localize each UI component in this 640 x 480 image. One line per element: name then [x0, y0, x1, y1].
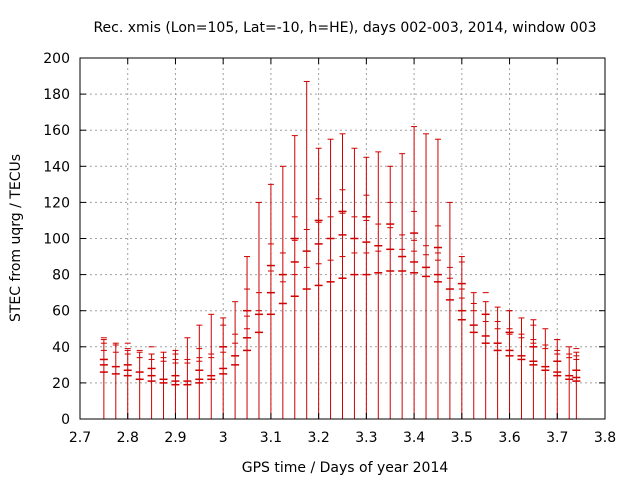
x-tick-label: 2.8 [117, 430, 139, 446]
x-axis-ticks: 2.7 2.8 2.9 3 3.1 3.2 3.3 3.4 3.5 3.6 3.7 3.8 [69, 58, 616, 446]
y-tick-label: 120 [43, 195, 70, 211]
x-tick-label: 3.1 [260, 430, 282, 446]
y-tick-label: 100 [43, 232, 70, 248]
y-tick-label: 60 [52, 304, 70, 320]
x-tick-label: 3.2 [308, 430, 330, 446]
x-axis-label: GPS time / Days of year 2014 [242, 460, 449, 476]
chart-title: Rec. xmis (Lon=105, Lat=-10, h=HE), days… [93, 20, 596, 36]
data-marks [99, 80, 581, 419]
x-tick-label: 3.5 [451, 430, 473, 446]
x-tick-label: 3.7 [546, 430, 568, 446]
x-tick-label: 3 [219, 430, 228, 446]
y-tick-label: 140 [43, 159, 70, 175]
x-tick-label: 2.7 [69, 430, 91, 446]
y-axis-ticks: 0 20 40 60 80 100 120 140 160 180 200 [43, 51, 605, 428]
y-tick-label: 180 [43, 87, 70, 103]
y-tick-label: 20 [52, 376, 70, 392]
y-tick-label: 0 [61, 412, 70, 428]
x-tick-label: 3.8 [594, 430, 616, 446]
x-tick-label: 2.9 [164, 430, 186, 446]
y-tick-label: 160 [43, 123, 70, 139]
x-tick-label: 3.6 [498, 430, 520, 446]
x-tick-label: 3.4 [403, 430, 425, 446]
y-tick-label: 200 [43, 51, 70, 67]
x-tick-label: 3.3 [355, 430, 377, 446]
y-axis-label: STEC from uqrg / TECUs [8, 154, 24, 322]
y-tick-label: 80 [52, 268, 70, 284]
y-tick-label: 40 [52, 340, 70, 356]
